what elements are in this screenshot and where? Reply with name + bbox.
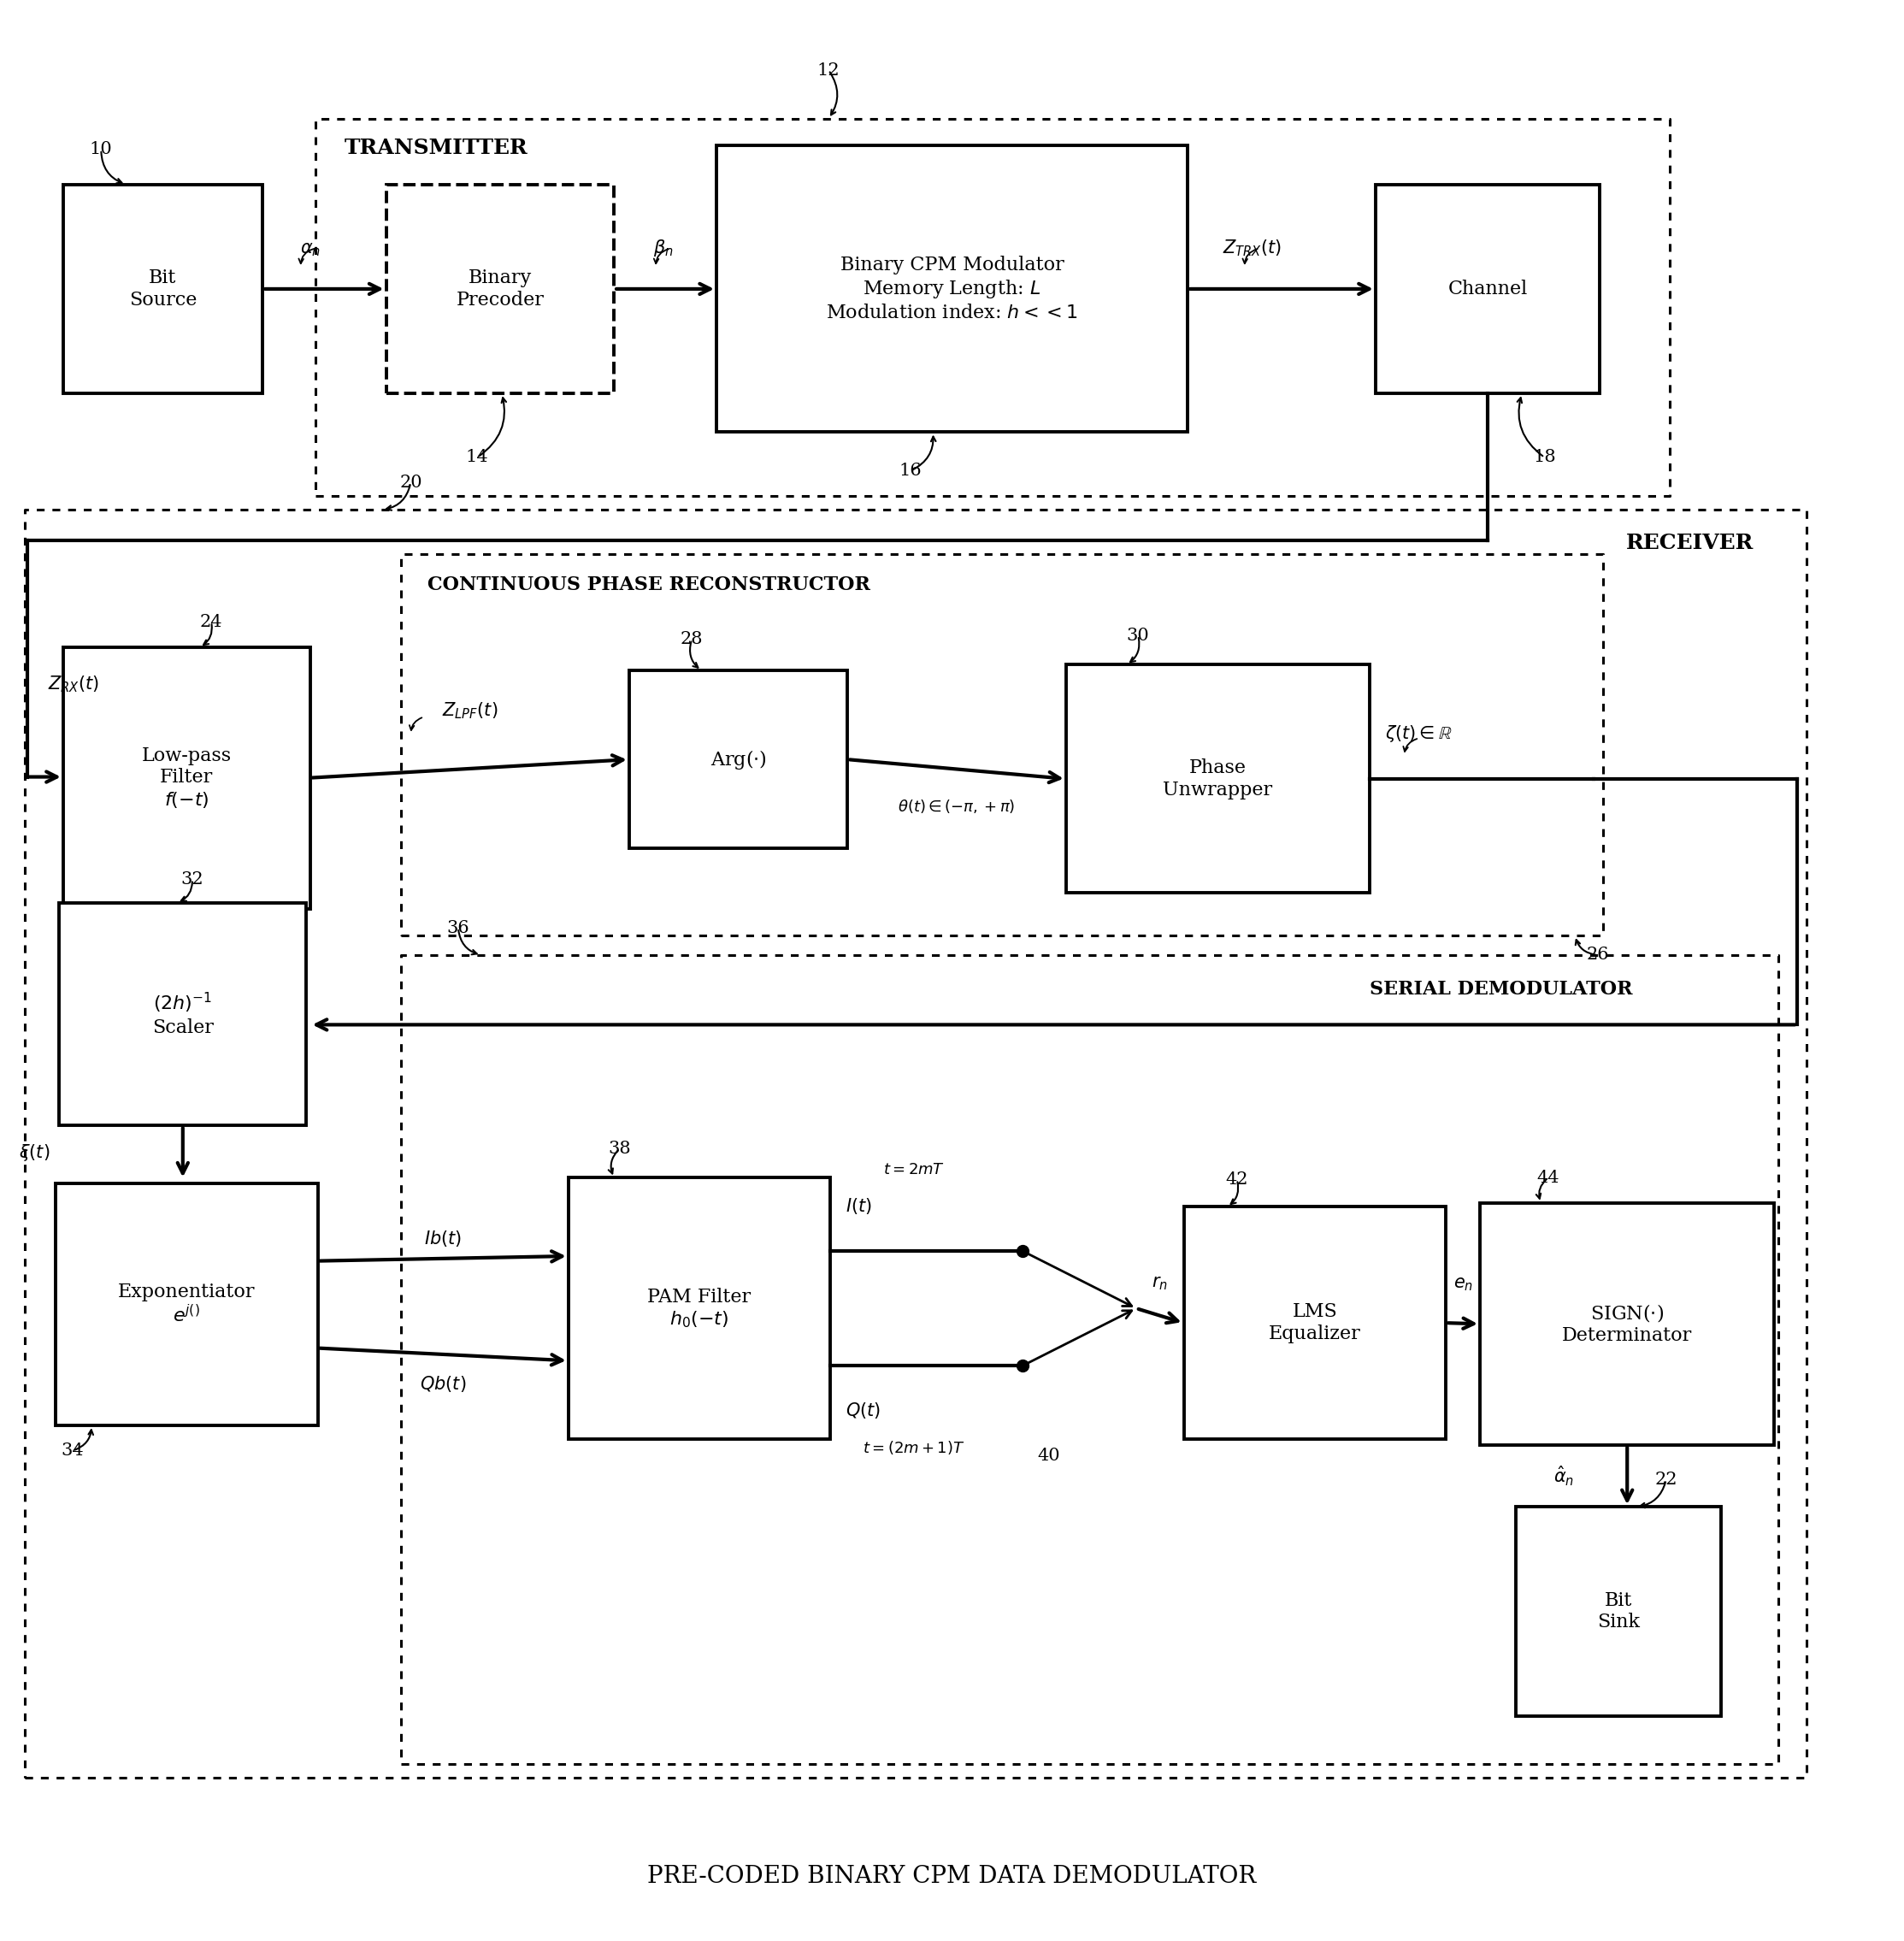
Text: 14: 14 [466, 448, 489, 466]
Text: 30: 30 [1127, 627, 1150, 644]
Text: 26: 26 [1586, 947, 1609, 963]
FancyBboxPatch shape [716, 146, 1188, 433]
Text: Low-pass
Filter
$f(-t)$: Low-pass Filter $f(-t)$ [141, 745, 232, 809]
Text: $I(t)$: $I(t)$ [845, 1196, 872, 1215]
FancyBboxPatch shape [1066, 664, 1369, 893]
FancyBboxPatch shape [1375, 184, 1599, 394]
Text: $Z_{RX}(t)$: $Z_{RX}(t)$ [48, 674, 99, 695]
Text: Arg($\cdot$): Arg($\cdot$) [710, 747, 767, 771]
Text: 32: 32 [181, 872, 204, 887]
FancyBboxPatch shape [569, 1178, 830, 1438]
FancyBboxPatch shape [59, 903, 307, 1126]
Text: 20: 20 [400, 474, 423, 491]
Text: PRE-CODED BINARY CPM DATA DEMODULATOR: PRE-CODED BINARY CPM DATA DEMODULATOR [647, 1865, 1257, 1889]
Text: $\hat{\alpha}_n$: $\hat{\alpha}_n$ [1554, 1464, 1575, 1487]
Text: 40: 40 [1038, 1448, 1061, 1464]
Text: 34: 34 [61, 1442, 84, 1460]
Text: $r_n$: $r_n$ [1152, 1275, 1167, 1293]
Text: $Z_{LPF}(t)$: $Z_{LPF}(t)$ [442, 701, 497, 720]
Text: 42: 42 [1226, 1172, 1249, 1188]
Text: Bit
Sink: Bit Sink [1597, 1592, 1639, 1632]
Text: 10: 10 [89, 142, 112, 157]
Text: $t=2mT$: $t=2mT$ [883, 1163, 944, 1178]
FancyBboxPatch shape [63, 184, 263, 394]
FancyBboxPatch shape [63, 646, 310, 908]
Text: $\theta(t)\in(-\pi,+\pi)$: $\theta(t)\in(-\pi,+\pi)$ [899, 798, 1015, 815]
Text: 18: 18 [1533, 448, 1556, 466]
Text: $e_n$: $e_n$ [1453, 1275, 1474, 1293]
Text: 36: 36 [447, 920, 470, 936]
Text: $\xi(t)$: $\xi(t)$ [19, 1141, 50, 1163]
Text: $t=(2m+1)T$: $t=(2m+1)T$ [863, 1440, 965, 1456]
Text: TRANSMITTER: TRANSMITTER [345, 138, 527, 159]
Text: Channel: Channel [1447, 280, 1527, 299]
Text: RECEIVER: RECEIVER [1626, 534, 1754, 553]
Text: LMS
Equalizer: LMS Equalizer [1268, 1302, 1361, 1343]
FancyBboxPatch shape [55, 1184, 318, 1425]
Text: 12: 12 [817, 62, 840, 78]
Text: 28: 28 [680, 631, 703, 648]
Text: 38: 38 [607, 1141, 630, 1157]
Text: $Q(t)$: $Q(t)$ [845, 1401, 882, 1421]
Text: $\beta_n$: $\beta_n$ [653, 237, 674, 258]
Text: 16: 16 [899, 462, 922, 479]
Text: CONTINUOUS PHASE RECONSTRUCTOR: CONTINUOUS PHASE RECONSTRUCTOR [428, 575, 870, 594]
Text: Bit
Source: Bit Source [129, 268, 196, 309]
Text: $\zeta(t)\in\mathbb{R}$: $\zeta(t)\in\mathbb{R}$ [1384, 724, 1453, 743]
Text: Binary
Precoder: Binary Precoder [455, 268, 545, 309]
Text: Binary CPM Modulator
Memory Length: $L$
Modulation index: $h << 1$: Binary CPM Modulator Memory Length: $L$ … [826, 256, 1078, 322]
Text: 22: 22 [1655, 1471, 1677, 1489]
Text: 44: 44 [1537, 1170, 1559, 1186]
Text: 24: 24 [200, 613, 223, 631]
FancyBboxPatch shape [1184, 1207, 1445, 1438]
Text: Exponentiator
$e^{j()}$: Exponentiator $e^{j()}$ [118, 1283, 255, 1326]
FancyBboxPatch shape [1516, 1506, 1721, 1716]
Text: $Ib(t)$: $Ib(t)$ [425, 1229, 463, 1248]
FancyBboxPatch shape [628, 670, 847, 848]
Text: PAM Filter
$h_0(-t)$: PAM Filter $h_0(-t)$ [647, 1287, 752, 1330]
Text: $\alpha_n$: $\alpha_n$ [299, 241, 320, 258]
FancyBboxPatch shape [387, 184, 613, 394]
Text: Phase
Unwrapper: Phase Unwrapper [1163, 759, 1272, 800]
Text: SERIAL DEMODULATOR: SERIAL DEMODULATOR [1369, 980, 1634, 1000]
Text: $Qb(t)$: $Qb(t)$ [419, 1374, 466, 1394]
Text: SIGN($\cdot$)
Determinator: SIGN($\cdot$) Determinator [1561, 1302, 1693, 1345]
FancyBboxPatch shape [1479, 1203, 1775, 1444]
Text: $Z_{TRX}(t)$: $Z_{TRX}(t)$ [1222, 239, 1281, 258]
Text: $(2h)^{-1}$
Scaler: $(2h)^{-1}$ Scaler [152, 992, 213, 1036]
